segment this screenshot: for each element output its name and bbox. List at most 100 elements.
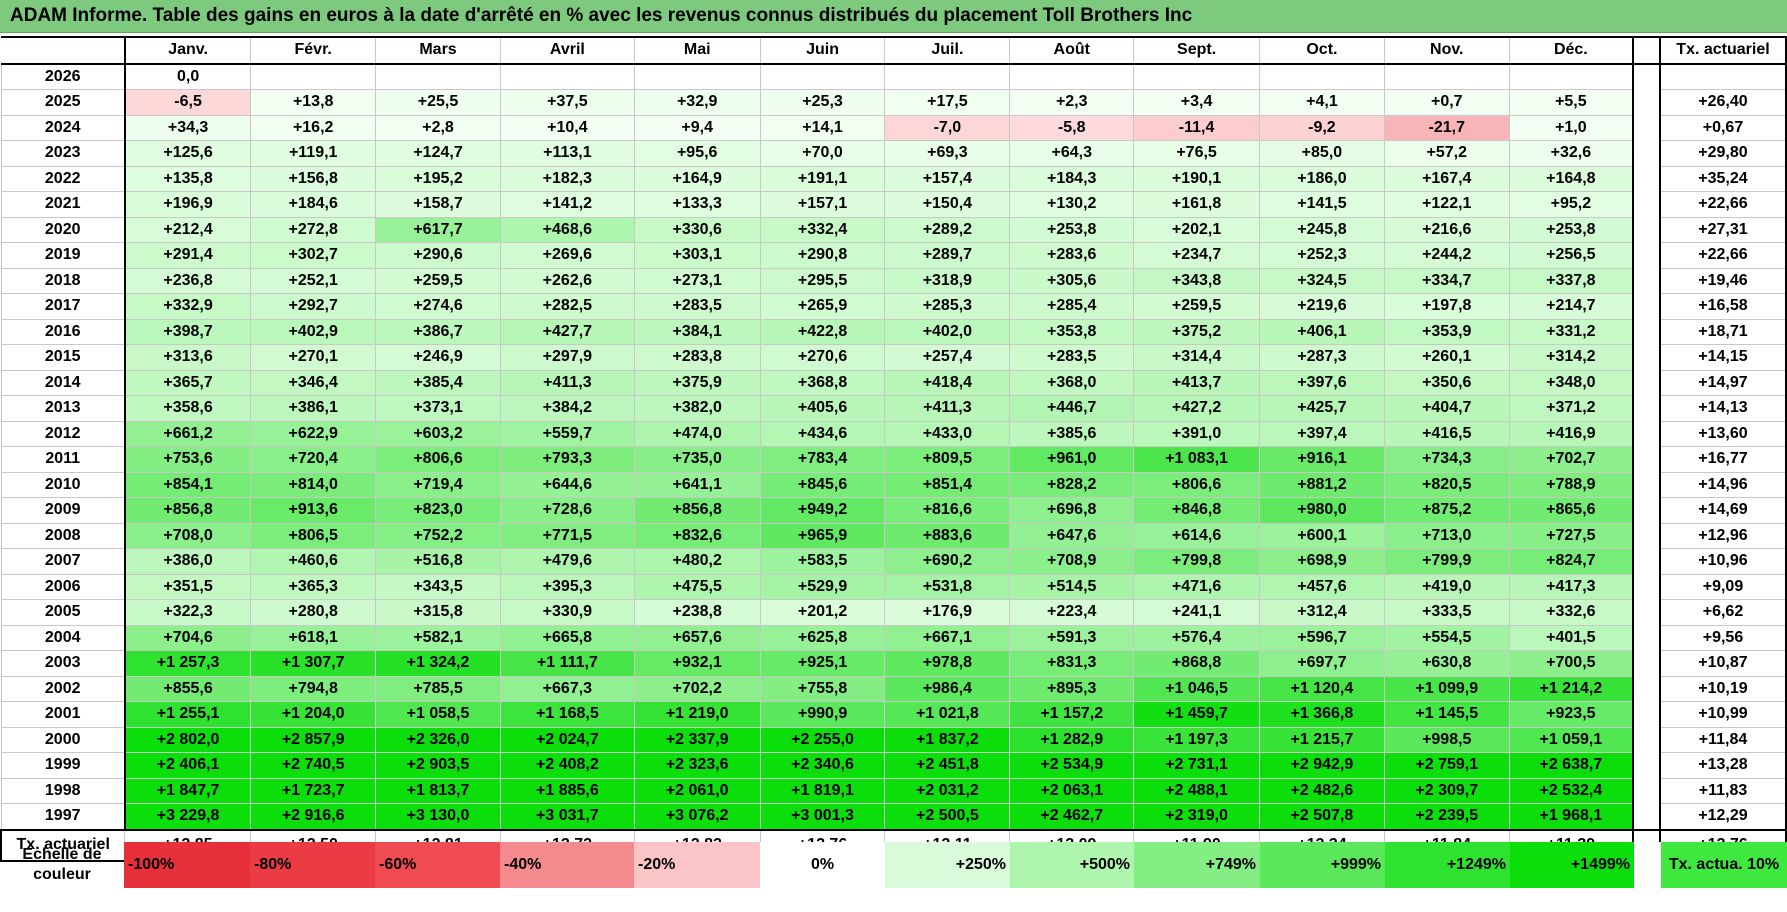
tx-actuariel-cell: +18,71: [1658, 318, 1787, 345]
table-row: 2010 +854,1 +814,0 +719,4 +644,6 +641,1 +845,6…: [0, 471, 1787, 498]
gain-cell: +69,3: [884, 140, 1011, 167]
gain-cell: +333,5: [1383, 599, 1510, 626]
year-label: 2013: [0, 395, 126, 422]
table-row: 2012 +661,2 +622,9 +603,2 +559,7 +474,0 +434,6…: [0, 420, 1787, 447]
month-header: Juil.: [884, 36, 1011, 65]
gain-cell: +949,2: [759, 497, 886, 524]
gain-cell: +32,9: [633, 89, 761, 116]
gain-cell: +5,5: [1508, 89, 1635, 116]
month-header: Janv.: [123, 36, 252, 65]
gain-cell: +157,1: [759, 191, 886, 218]
table-corner: [1, 36, 125, 65]
gain-cell: +386,0: [123, 548, 252, 575]
gain-cell: +314,4: [1133, 344, 1260, 371]
gain-cell: +305,6: [1009, 267, 1135, 294]
gain-cell: +125,6: [123, 140, 252, 167]
gain-cell: +614,6: [1133, 522, 1260, 549]
gain-cell: +365,7: [123, 369, 252, 396]
gain-cell: +302,7: [250, 242, 377, 269]
gain-cell: +806,5: [250, 522, 377, 549]
color-scale-tx: Tx. actua. 10%: [1661, 842, 1787, 888]
tx-actuariel-cell: +22,66: [1658, 242, 1787, 269]
tx-actuariel-cell: +14,96: [1658, 471, 1787, 498]
gain-cell: +76,5: [1133, 140, 1260, 167]
table-row: 2006 +351,5 +365,3 +343,5 +395,3 +475,5 +529,9…: [0, 573, 1787, 600]
year-label: 2011: [0, 446, 126, 473]
column-gap: [1633, 63, 1660, 90]
gain-cell: +290,6: [375, 242, 501, 269]
header-row: Janv. Févr. Mars Avril Mai Juin Juil. Août Sept.…: [1, 36, 1787, 65]
table-row: 2014 +365,7 +346,4 +385,4 +411,3 +375,9 +368,8…: [0, 369, 1787, 396]
gain-cell: +324,5: [1259, 267, 1385, 294]
gain-cell: +416,5: [1383, 420, 1510, 447]
gain-cell: +368,8: [759, 369, 886, 396]
gain-cell: +375,9: [633, 369, 761, 396]
color-scale-swatch: -40%: [500, 842, 634, 888]
tx-actuariel-cell: +22,66: [1658, 191, 1787, 218]
gain-cell: -9,2: [1259, 114, 1385, 141]
tx-actuariel-cell: +13,60: [1658, 420, 1787, 447]
gain-cell: +283,8: [633, 344, 761, 371]
tx-actuariel-cell: +14,13: [1658, 395, 1787, 422]
month-header: Avril: [499, 36, 635, 65]
gain-cell: +529,9: [759, 573, 886, 600]
tx-actuariel-cell: +11,84: [1658, 726, 1787, 753]
gain-cell: +641,1: [633, 471, 761, 498]
gain-cell: +665,8: [499, 624, 635, 651]
gain-cell: +122,1: [1383, 191, 1510, 218]
gain-cell: +2 319,0: [1133, 803, 1260, 831]
gain-cell: +1 046,5: [1133, 675, 1260, 702]
year-label: 1999: [0, 752, 126, 779]
gain-cell: +814,0: [250, 471, 377, 498]
gain-cell: +184,6: [250, 191, 377, 218]
gain-cell: +980,0: [1259, 497, 1385, 524]
table-row: 2021 +196,9 +184,6 +158,7 +141,2 +133,3 +157,1…: [0, 191, 1787, 218]
color-scale-swatch: +1249%: [1385, 842, 1510, 888]
tx-actuariel-cell: +14,69: [1658, 497, 1787, 524]
column-gap: [1633, 344, 1660, 370]
gain-cell: +297,9: [499, 344, 635, 371]
gain-cell: +698,9: [1259, 548, 1385, 575]
gain-cell: +978,8: [884, 650, 1011, 677]
column-gap: [1633, 472, 1660, 498]
gain-cell: +350,6: [1383, 369, 1510, 396]
gain-cell: +1 837,2: [884, 726, 1011, 753]
column-gap: [1633, 650, 1660, 676]
gain-cell: +184,3: [1009, 165, 1135, 192]
gain-cell: +2 323,6: [633, 752, 761, 779]
title-bar: ADAM Informe. Table des gains en euros à…: [0, 0, 1787, 33]
gain-cell: +95,6: [633, 140, 761, 167]
gain-cell: +385,4: [375, 369, 501, 396]
gain-cell: +332,9: [123, 293, 252, 320]
gain-cell: +385,6: [1009, 420, 1135, 447]
gain-cell: +2 451,8: [884, 752, 1011, 779]
table-row: 2002 +855,6 +794,8 +785,5 +667,3 +702,2 +755,8…: [0, 675, 1787, 702]
gain-cell: +358,6: [123, 395, 252, 422]
gain-cell: +576,4: [1133, 624, 1260, 651]
gain-cell: +269,6: [499, 242, 635, 269]
month-header: Juin: [759, 36, 886, 65]
color-scale-swatch: +749%: [1134, 842, 1260, 888]
gain-cell: +1 145,5: [1383, 701, 1510, 728]
gain-cell: +405,6: [759, 395, 886, 422]
gain-cell: +771,5: [499, 522, 635, 549]
tx-actuariel-cell: +29,80: [1658, 140, 1787, 167]
gain-cell: +2 024,7: [499, 726, 635, 753]
gain-cell: +216,6: [1383, 216, 1510, 243]
gain-cell: +85,0: [1259, 140, 1385, 167]
gain-cell: [499, 63, 635, 90]
gain-cell: +697,7: [1259, 650, 1385, 677]
gain-cell: +197,8: [1383, 293, 1510, 320]
gain-cell: +353,9: [1383, 318, 1510, 345]
page-title: ADAM Informe. Table des gains en euros à…: [10, 5, 1193, 26]
gain-cell: +303,1: [633, 242, 761, 269]
gain-cell: +753,6: [123, 446, 252, 473]
gain-cell: +2 903,5: [375, 752, 501, 779]
gain-cell: +1 111,7: [499, 650, 635, 677]
table-row: 2020 +212,4 +272,8 +617,7 +468,6 +330,6 +332,4…: [0, 216, 1787, 243]
gain-cell: +25,3: [759, 89, 886, 116]
column-gap: [1633, 115, 1660, 141]
gain-cell: +3 031,7: [499, 803, 635, 831]
gain-cell: +283,5: [633, 293, 761, 320]
gain-cell: +1 083,1: [1133, 446, 1260, 473]
